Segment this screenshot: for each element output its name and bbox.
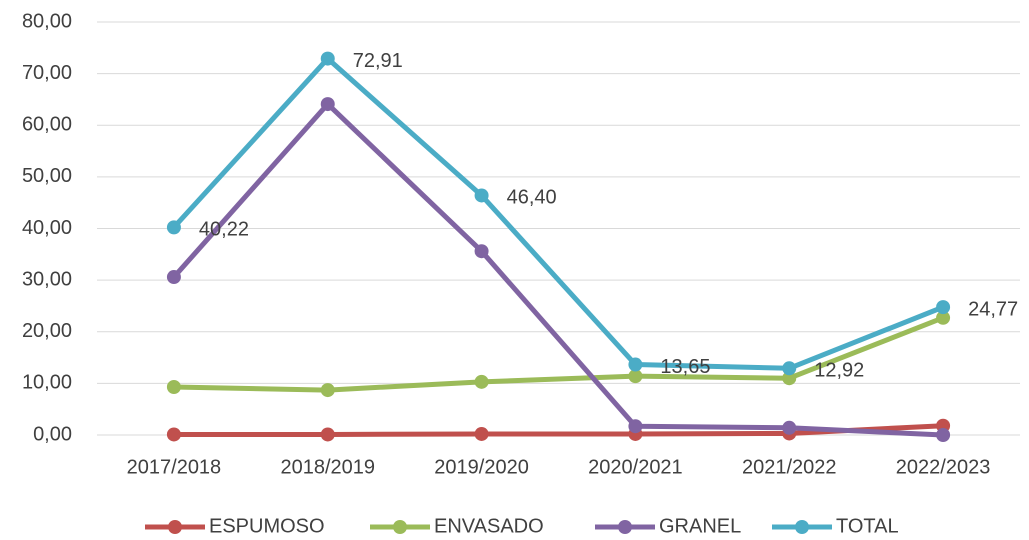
series-point	[936, 310, 951, 325]
series-line	[173, 423, 944, 437]
y-tick-label: 30,00	[22, 268, 72, 290]
legend-label: ESPUMOSO	[209, 515, 325, 537]
series-line	[172, 56, 945, 371]
series-point	[474, 244, 489, 259]
series-point	[166, 379, 181, 394]
legend-label: GRANEL	[659, 515, 741, 537]
series-point	[166, 427, 181, 442]
y-tick-label: 50,00	[22, 165, 72, 187]
data-label: 46,40	[507, 187, 557, 209]
data-label: 72,91	[353, 50, 403, 72]
series-point	[474, 188, 489, 203]
series-point	[628, 369, 643, 384]
series-point	[320, 51, 335, 66]
series-point	[474, 426, 489, 441]
series-point	[628, 357, 643, 372]
legend-marker	[618, 520, 632, 534]
series-point	[166, 270, 181, 285]
series-point	[474, 374, 489, 389]
series-point	[782, 361, 797, 376]
series-line	[173, 315, 944, 393]
legend-marker	[393, 520, 407, 534]
y-tick-label: 80,00	[22, 10, 72, 32]
series-point	[782, 371, 797, 386]
data-label: 40,22	[199, 219, 249, 241]
y-tick-label: 60,00	[22, 114, 72, 136]
legend-label: ENVASADO	[434, 515, 544, 537]
y-tick-label: 20,00	[22, 320, 72, 342]
series-point	[320, 427, 335, 442]
data-label: 24,77	[968, 298, 1018, 320]
series-line	[172, 101, 944, 438]
data-label: 12,92	[814, 360, 864, 382]
y-tick-label: 40,00	[22, 217, 72, 239]
x-tick-label: 2022/2023	[896, 456, 991, 478]
series-point	[320, 97, 335, 112]
data-label: 13,65	[660, 356, 710, 378]
x-tick-label: 2021/2022	[742, 456, 837, 478]
x-tick-label: 2019/2020	[434, 456, 529, 478]
legend-marker	[795, 520, 809, 534]
y-tick-label: 10,00	[22, 372, 72, 394]
x-tick-label: 2018/2019	[280, 456, 375, 478]
legend-label: TOTAL	[836, 515, 899, 537]
series-point	[320, 383, 335, 398]
y-tick-label: 0,00	[33, 423, 72, 445]
series-point	[936, 300, 951, 315]
x-tick-label: 2017/2018	[127, 456, 222, 478]
y-tick-label: 70,00	[22, 62, 72, 84]
series-point	[782, 420, 797, 435]
series-point	[628, 419, 643, 434]
series-point	[166, 220, 181, 235]
series-point	[936, 428, 951, 442]
legend-marker	[168, 520, 182, 534]
x-tick-label: 2020/2021	[588, 456, 683, 478]
